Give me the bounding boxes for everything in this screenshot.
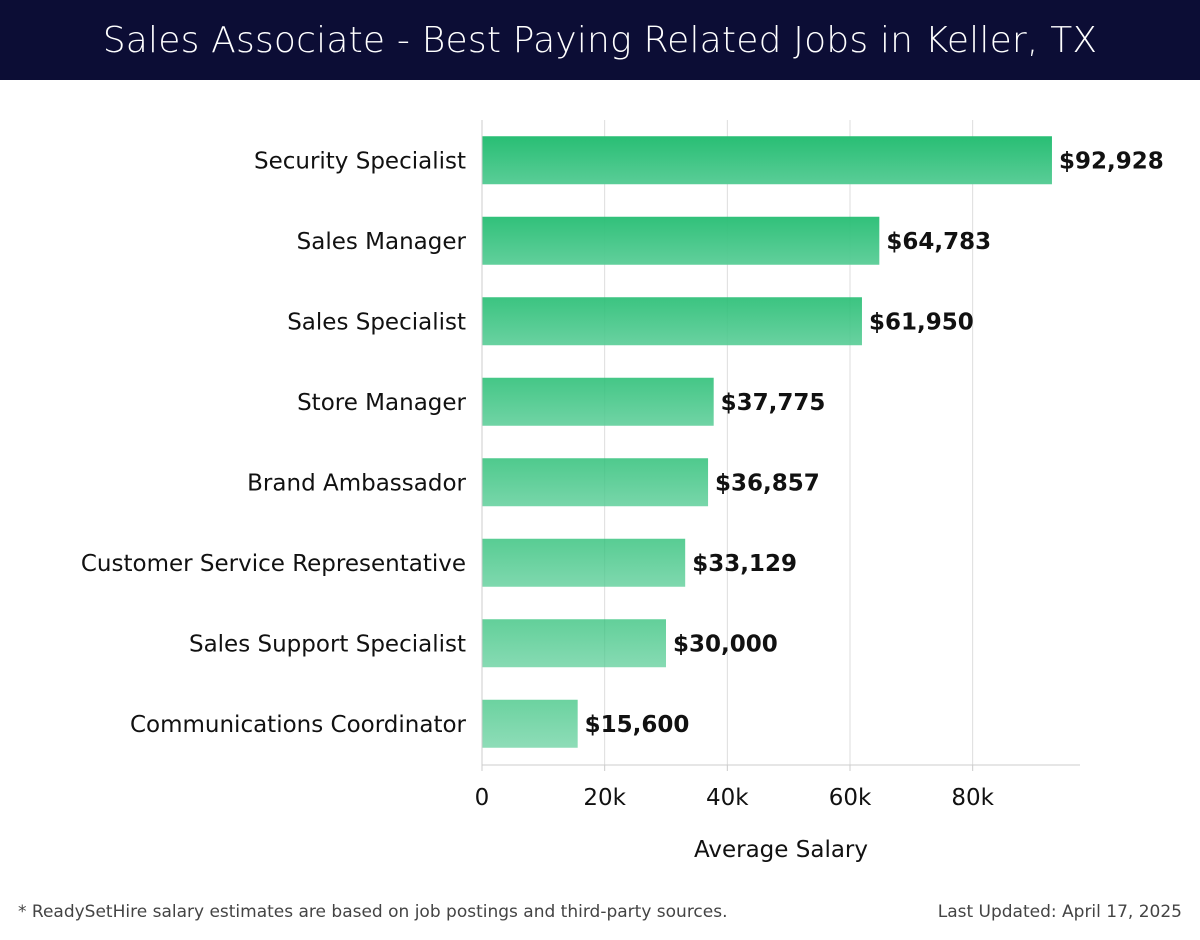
bar-layer: [482, 136, 1052, 748]
value-label: $30,000: [673, 631, 778, 657]
category-label: Sales Specialist: [287, 309, 466, 335]
category-label: Sales Support Specialist: [189, 631, 466, 657]
last-updated: Last Updated: April 17, 2025: [937, 902, 1182, 922]
bar: [482, 136, 1052, 185]
bar: [482, 619, 666, 668]
category-label: Security Specialist: [254, 148, 466, 174]
category-label: Store Manager: [297, 390, 466, 416]
bar: [482, 377, 714, 426]
category-label: Brand Ambassador: [247, 470, 466, 496]
x-tick-label: 20k: [583, 785, 626, 811]
category-label: Communications Coordinator: [130, 712, 467, 738]
axis-layer: 0 20k 40k 60k 80k Average Salary: [475, 120, 1080, 863]
bar-chart: Security Specialist $92,928 Sales Manager $…: [81, 120, 1164, 863]
chart-title: Sales Associate - Best Paying Related Jo…: [102, 19, 1098, 61]
x-tick-label: 40k: [706, 785, 749, 811]
bar: [482, 297, 862, 346]
x-tick-label: 60k: [829, 785, 872, 811]
value-label: $15,600: [585, 712, 690, 738]
value-label: $37,775: [721, 390, 826, 416]
value-label: $33,129: [692, 551, 797, 577]
x-tick-label: 0: [475, 785, 490, 811]
bar: [482, 216, 880, 265]
bar: [482, 538, 686, 587]
value-label: $61,950: [869, 309, 974, 335]
value-label: $92,928: [1059, 148, 1164, 174]
category-label: Sales Manager: [297, 229, 467, 255]
x-axis-title: Average Salary: [694, 837, 868, 863]
category-label: Customer Service Representative: [81, 551, 466, 577]
value-label: $36,857: [715, 470, 820, 496]
x-tick-label: 80k: [951, 785, 994, 811]
title-bar: Sales Associate - Best Paying Related Jo…: [0, 0, 1200, 80]
value-label: $64,783: [886, 229, 991, 255]
bar: [482, 458, 709, 507]
footer-note: * ReadySetHire salary estimates are base…: [18, 902, 728, 922]
bar: [482, 699, 578, 748]
label-layer: Security Specialist $92,928 Sales Manager $…: [81, 148, 1164, 738]
